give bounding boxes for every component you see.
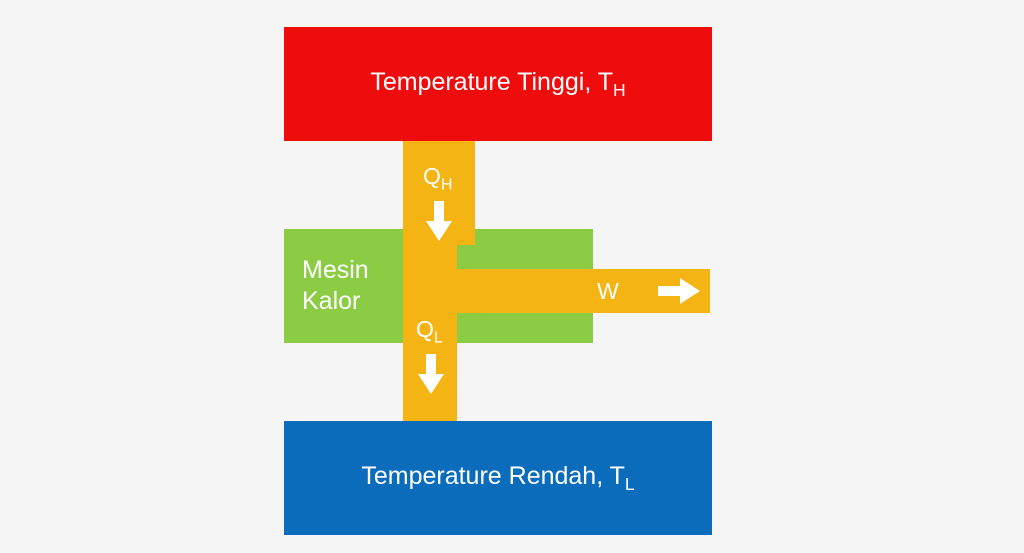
- flow-qh-arrow-icon: [426, 221, 452, 241]
- flow-w-label: W: [597, 278, 619, 305]
- flow-ql-label: QL: [416, 316, 443, 348]
- hot-reservoir-label: Temperature Tinggi, TH: [370, 68, 625, 101]
- cold-reservoir-label: Temperature Rendah, TL: [361, 462, 634, 495]
- heat-engine-label: Mesin Kalor: [302, 255, 369, 318]
- flow-w-arrow-icon: [680, 278, 700, 304]
- cold-reservoir: Temperature Rendah, TL: [284, 421, 712, 535]
- hot-reservoir: Temperature Tinggi, TH: [284, 27, 712, 141]
- flow-ql-arrow-icon: [418, 374, 444, 394]
- flow-qh-label: QH: [423, 163, 453, 195]
